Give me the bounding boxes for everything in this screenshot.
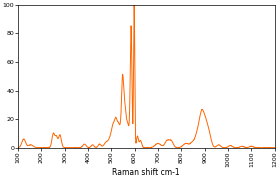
X-axis label: Raman shift cm-1: Raman shift cm-1 <box>113 168 180 177</box>
